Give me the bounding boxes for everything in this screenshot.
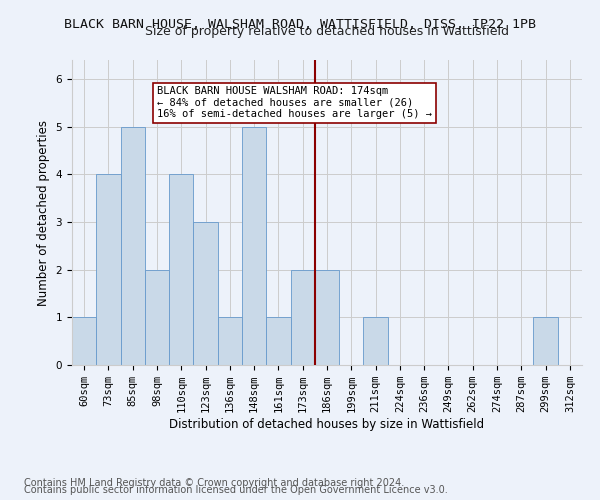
Title: Size of property relative to detached houses in Wattisfield: Size of property relative to detached ho…: [145, 25, 509, 38]
X-axis label: Distribution of detached houses by size in Wattisfield: Distribution of detached houses by size …: [169, 418, 485, 431]
Text: BLACK BARN HOUSE, WALSHAM ROAD, WATTISFIELD, DISS, IP22 1PB: BLACK BARN HOUSE, WALSHAM ROAD, WATTISFI…: [64, 18, 536, 30]
Bar: [169, 174, 193, 365]
Bar: [315, 270, 339, 365]
Bar: [242, 126, 266, 365]
Bar: [218, 318, 242, 365]
Bar: [364, 318, 388, 365]
Text: Contains HM Land Registry data © Crown copyright and database right 2024.: Contains HM Land Registry data © Crown c…: [24, 478, 404, 488]
Bar: [72, 318, 96, 365]
Text: BLACK BARN HOUSE WALSHAM ROAD: 174sqm
← 84% of detached houses are smaller (26)
: BLACK BARN HOUSE WALSHAM ROAD: 174sqm ← …: [157, 86, 432, 120]
Bar: [290, 270, 315, 365]
Text: Contains public sector information licensed under the Open Government Licence v3: Contains public sector information licen…: [24, 485, 448, 495]
Bar: [145, 270, 169, 365]
Bar: [533, 318, 558, 365]
Bar: [266, 318, 290, 365]
Bar: [121, 126, 145, 365]
Y-axis label: Number of detached properties: Number of detached properties: [37, 120, 50, 306]
Bar: [96, 174, 121, 365]
Bar: [193, 222, 218, 365]
